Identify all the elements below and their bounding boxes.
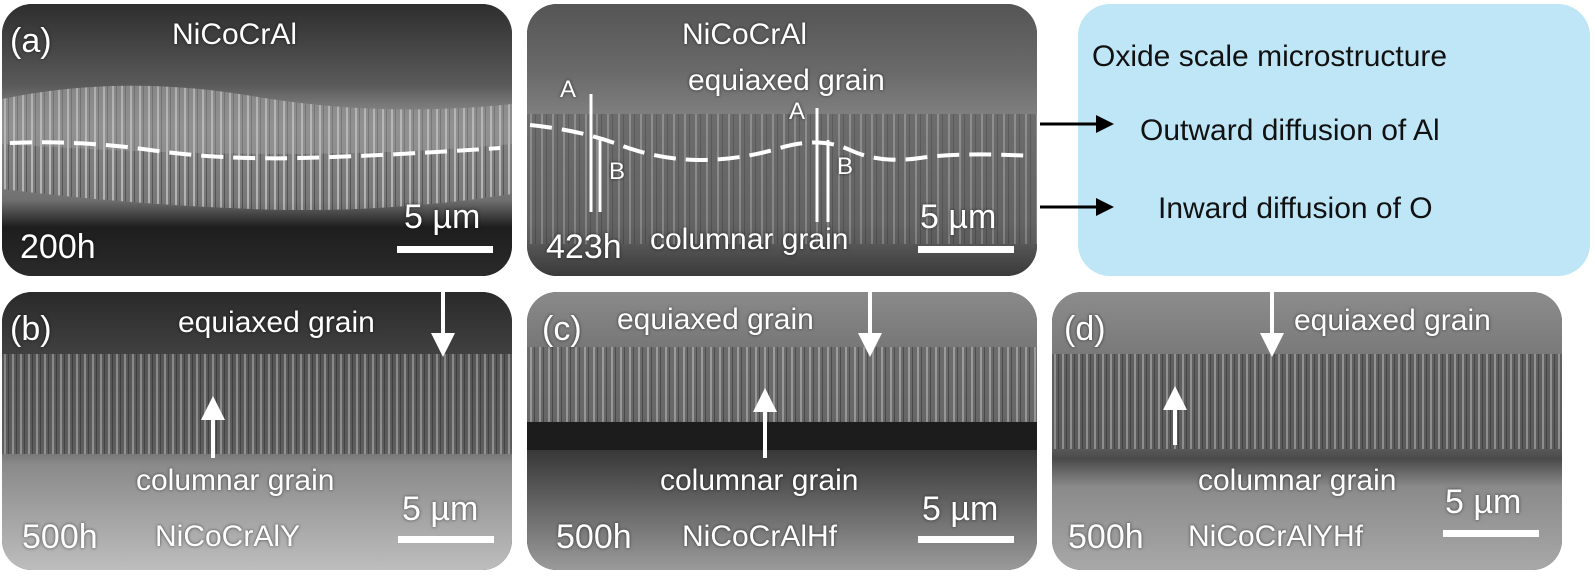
columnar-label-d: columnar grain [1198,464,1397,497]
time-label-c: 500h [556,518,632,556]
columnar-label-b: columnar grain [136,464,335,497]
alloy-label-a-right: NiCoCrAl [682,18,808,51]
scale-bar-d [1443,530,1539,537]
equiaxed-label-c: equiaxed grain [617,303,814,336]
marker-label-b2: B [837,153,854,180]
scale-label-b: 5 µm [402,490,479,528]
scale-label-a-left: 5 µm [404,198,481,236]
equiaxed-label-d: equiaxed grain [1294,304,1491,337]
equiaxed-label-a-right: equiaxed grain [688,64,885,97]
sem-image-b [2,292,512,570]
sem-image-d [1052,292,1562,570]
panel-label-d: (d) [1064,310,1106,348]
sem-image-c [527,292,1037,570]
scale-bar-b [398,536,494,543]
marker-label-b1: B [609,158,626,185]
time-label-a-left: 200h [20,228,96,266]
alloy-label-b: NiCoCrAlY [155,520,301,553]
marker-label-a2: A [789,98,806,125]
info-title: Oxide scale microstructure [1092,40,1448,73]
scale-label-a-right: 5 µm [920,198,997,236]
info-inward-diffusion: Inward diffusion of O [1158,192,1433,225]
columnar-label-a-right: columnar grain [650,223,849,256]
alloy-label-c: NiCoCrAlHf [682,520,838,553]
time-label-b: 500h [22,518,98,556]
sem-panel-c [527,292,1037,570]
alloy-label-d: NiCoCrAlYHf [1188,520,1364,553]
scale-bar-a-right [918,246,1014,253]
panel-label-b: (b) [10,310,52,348]
time-label-d: 500h [1068,518,1144,556]
equiaxed-label-b: equiaxed grain [178,306,375,339]
panel-label-a: (a) [10,22,52,60]
info-outward-diffusion: Outward diffusion of Al [1140,114,1440,147]
marker-label-a1: A [560,76,577,103]
sem-panel-b [2,292,512,570]
info-box: Oxide scale microstructure Outward diffu… [1078,4,1590,276]
scale-bar-c [918,536,1014,543]
scale-bar-a-left [397,246,493,253]
scale-label-c: 5 µm [922,490,999,528]
alloy-label-a-left: NiCoCrAl [172,18,298,51]
columnar-label-c: columnar grain [660,464,859,497]
scale-label-d: 5 µm [1445,483,1522,521]
panel-label-c: (c) [542,310,582,348]
sem-panel-d [1052,292,1562,570]
time-label-a-right: 423h [546,228,622,266]
